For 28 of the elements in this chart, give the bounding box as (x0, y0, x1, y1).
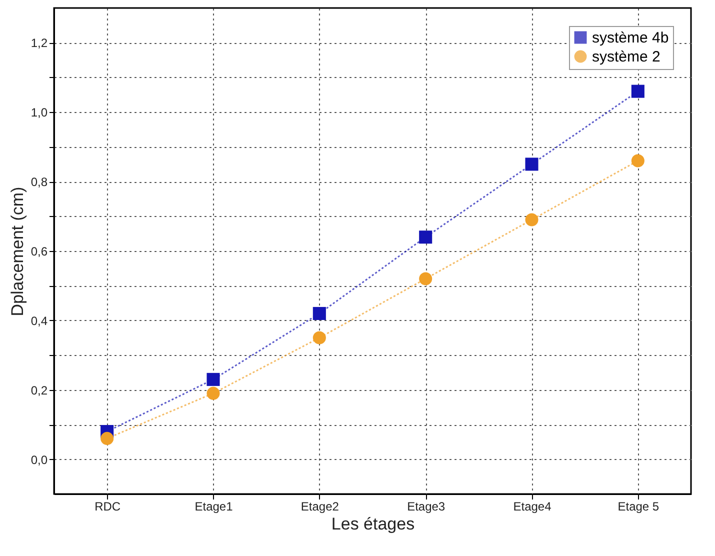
x-tick-label: Etage2 (300, 500, 340, 514)
y-axis-title: Dplacement (cm) (8, 186, 27, 316)
point (100, 432, 114, 445)
y-tick-label: 0,8 (30, 175, 48, 190)
point (631, 154, 644, 168)
point (206, 372, 220, 386)
legend-label: système 4b (592, 30, 669, 46)
y-tick-label: 1,0 (30, 106, 48, 120)
point (206, 386, 220, 400)
y-tick-label: 0,6 (30, 244, 48, 258)
point (312, 331, 326, 344)
y-tick-label: 0,0 (30, 452, 48, 467)
legend-label: système 2 (592, 48, 660, 66)
point (525, 213, 538, 226)
x-tick-label: Etage4 (513, 500, 552, 514)
point (631, 84, 644, 98)
x-tick-label: Etage 5 (618, 500, 660, 514)
x-tick-label: Etage1 (194, 500, 234, 514)
y-tick-label: 1,2 (30, 36, 48, 50)
y-tick-label: 0,4 (30, 314, 48, 328)
point (419, 230, 432, 244)
x-tick-label: RDC (94, 500, 121, 514)
point (525, 158, 538, 171)
point (312, 306, 326, 320)
y-tick-label: 0,2 (30, 383, 48, 398)
x-tick-label: Etage3 (407, 500, 446, 514)
point (419, 272, 432, 286)
x-axis-title: Les étages (331, 514, 415, 534)
